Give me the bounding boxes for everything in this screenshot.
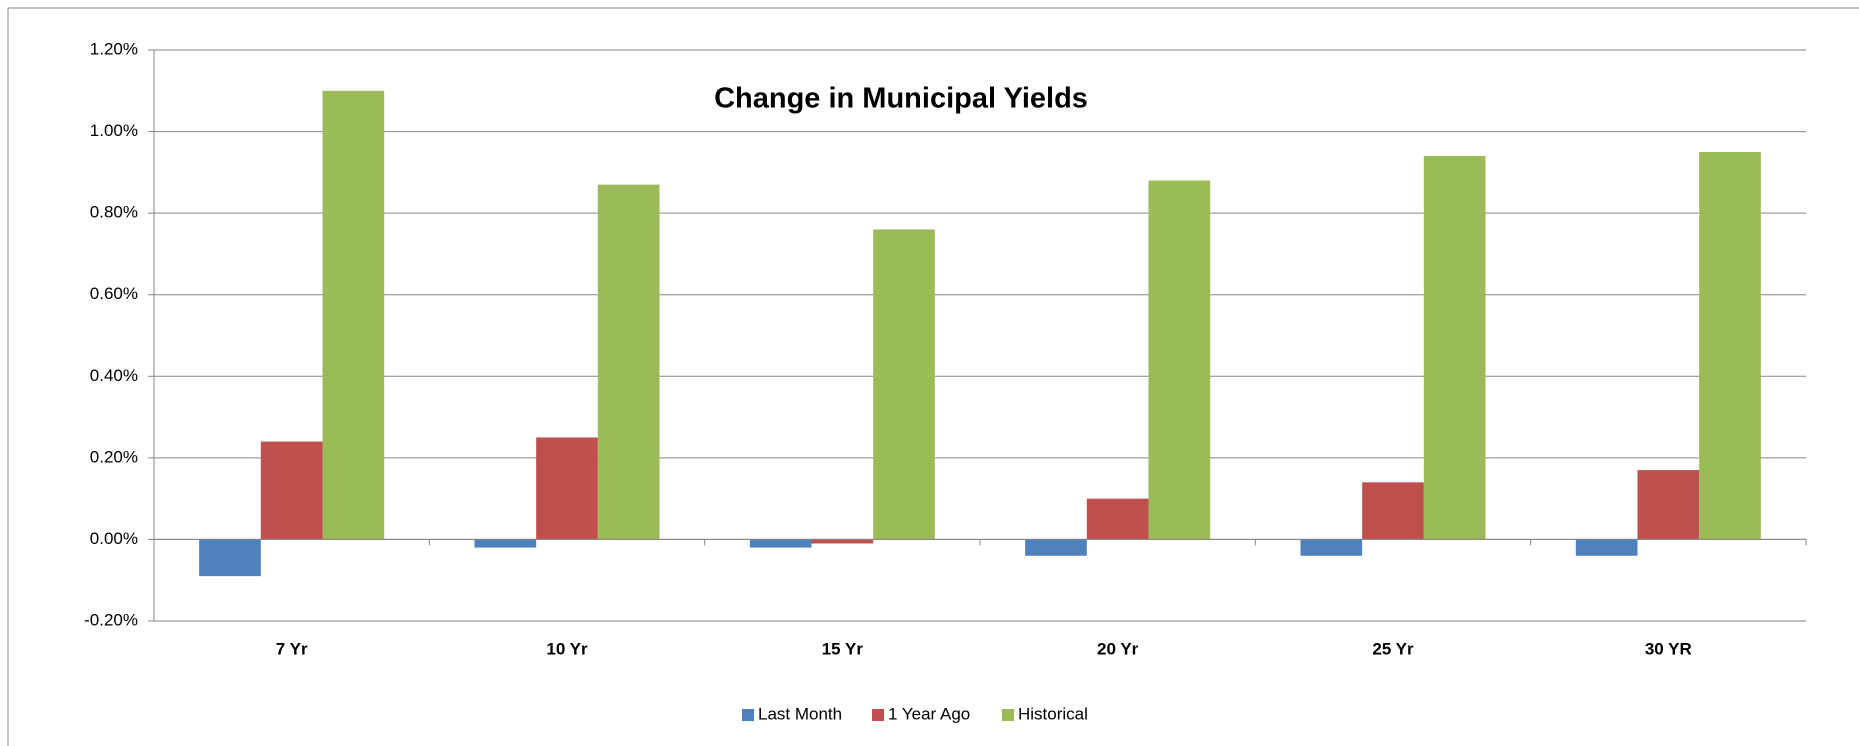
y-tick-label: 0.40% [90,366,138,385]
bar [1148,180,1211,540]
bar [1423,156,1486,540]
y-tick-label: 1.20% [90,39,138,58]
bar [536,437,598,540]
legend-swatch [742,709,754,721]
x-tick-label: 25 Yr [1372,639,1414,658]
bar [1699,151,1761,540]
bar [199,539,261,577]
bar [1637,470,1700,540]
y-tick-label: -0.20% [84,610,138,629]
x-tick-label: 15 Yr [822,639,864,658]
legend-swatch [872,709,884,721]
bar [873,229,935,540]
bar [597,184,660,540]
bar [1362,482,1424,540]
y-tick-label: 0.00% [90,529,138,548]
x-tick-label: 7 Yr [276,639,308,658]
y-tick-label: 0.60% [90,284,138,303]
legend-label: Historical [1018,704,1088,723]
x-tick-label: 30 YR [1645,639,1692,658]
bar [1025,539,1087,556]
y-tick-label: 0.80% [90,203,138,222]
bar [474,539,537,548]
bar [1300,539,1363,556]
bar [260,441,323,540]
legend-label: Last Month [758,704,842,723]
bar [1086,498,1149,540]
y-tick-label: 0.20% [90,447,138,466]
bar [1575,539,1638,556]
x-tick-label: 10 Yr [546,639,588,658]
x-tick-label: 20 Yr [1097,639,1139,658]
legend-label: 1 Year Ago [888,704,970,723]
bar [322,90,385,540]
bar [749,539,812,548]
bar [811,539,874,544]
chart-title: Change in Municipal Yields [714,83,1088,115]
y-tick-label: 1.00% [90,121,138,140]
legend-swatch [1002,709,1014,721]
chart-frame [7,7,1859,746]
